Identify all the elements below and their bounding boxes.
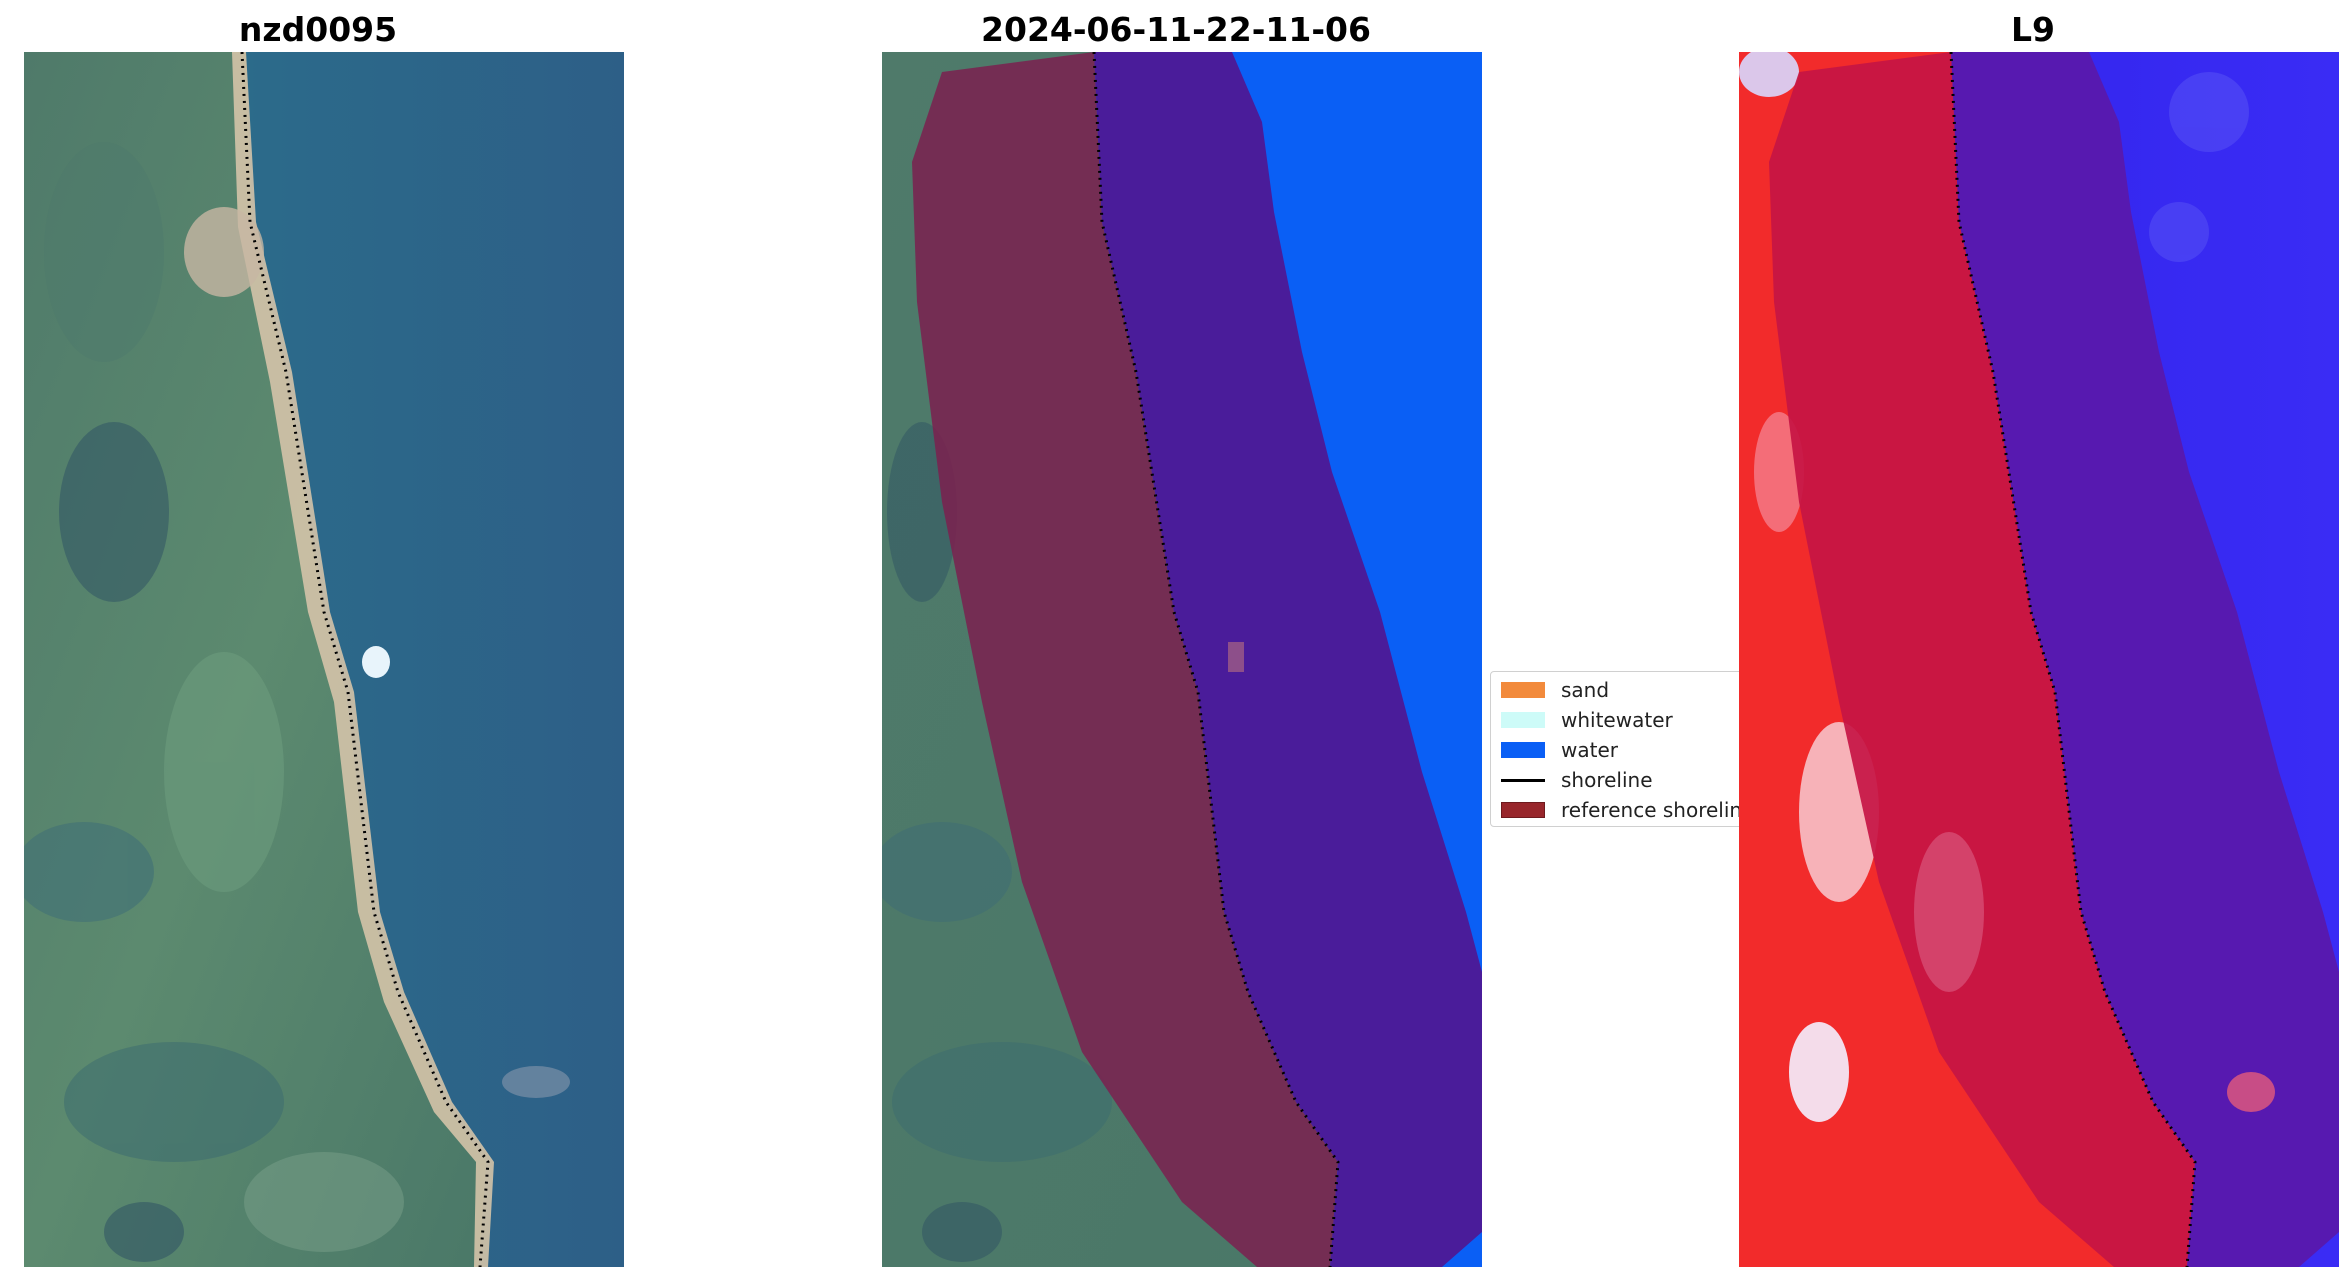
legend-swatch-sand	[1501, 682, 1545, 698]
legend-swatch-reference-shoreline	[1501, 802, 1545, 818]
index-land-texture	[1739, 52, 1879, 1122]
rgb-reef	[502, 1066, 570, 1098]
rgb-image	[24, 52, 624, 1267]
index-water-texture	[2149, 72, 2249, 262]
legend-label-shoreline: shoreline	[1561, 768, 1653, 792]
classified-image-panel	[882, 52, 1482, 1267]
panel-title-satellite: L9	[2011, 10, 2055, 49]
index-buffer-highlight	[1914, 832, 1984, 992]
index-image	[1739, 52, 2339, 1267]
legend-label-water: water	[1561, 738, 1618, 762]
classified-image	[882, 52, 1482, 1267]
legend-entry-whitewater: whitewater	[1501, 708, 1673, 732]
legend-label-sand: sand	[1561, 678, 1610, 702]
legend-swatch-water	[1501, 742, 1545, 758]
legend-entry-shoreline: shoreline	[1501, 768, 1653, 792]
panel-title-rgb: nzd0095	[238, 10, 398, 49]
panel-title-date: 2024-06-11-22-11-06	[981, 10, 1371, 49]
rgb-image-panel	[24, 52, 624, 1267]
rgb-beach	[232, 52, 494, 1267]
index-image-panel	[1739, 52, 2339, 1267]
classified-small-patch	[1228, 642, 1244, 672]
rgb-beach-bulge	[184, 207, 264, 297]
rgb-whitewater-patch	[362, 646, 390, 678]
legend-entry-sand: sand	[1501, 678, 1609, 702]
index-reef	[2227, 1072, 2275, 1112]
legend-label-whitewater: whitewater	[1561, 708, 1673, 732]
index-buffer-water	[1951, 52, 2339, 1267]
legend-swatch-shoreline	[1501, 778, 1545, 782]
legend-swatch-whitewater	[1501, 712, 1545, 728]
legend-entry-water: water	[1501, 738, 1618, 762]
buffer-over-water	[1094, 52, 1482, 1267]
buffer-over-land	[912, 52, 1338, 1267]
rgb-land	[24, 52, 486, 1267]
index-buffer-land	[1769, 52, 2195, 1267]
rgb-land-texture	[24, 142, 404, 1262]
